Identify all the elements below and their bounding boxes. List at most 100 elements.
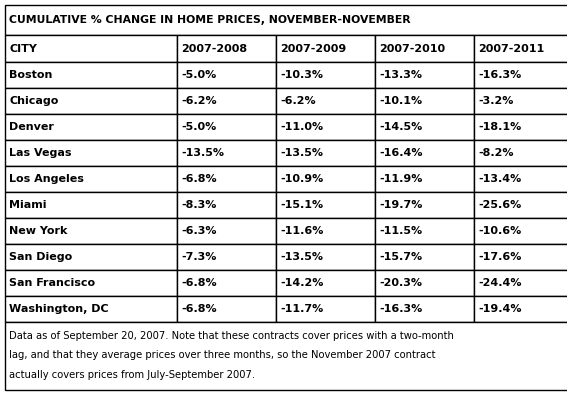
Bar	[375, 270, 474, 296]
Bar	[375, 192, 474, 218]
Bar	[375, 166, 474, 192]
Text: -16.4%: -16.4%	[379, 148, 422, 158]
Bar	[5, 88, 177, 114]
Bar	[177, 166, 276, 192]
Bar	[375, 140, 474, 166]
Bar	[375, 218, 474, 244]
Text: 2007-2008: 2007-2008	[181, 43, 247, 53]
Bar	[474, 166, 567, 192]
Bar	[5, 5, 567, 35]
Text: Miami: Miami	[9, 200, 46, 210]
Bar	[276, 270, 375, 296]
Bar	[474, 62, 567, 88]
Text: -13.3%: -13.3%	[379, 70, 422, 80]
Text: CUMULATIVE % CHANGE IN HOME PRICES, NOVEMBER-NOVEMBER: CUMULATIVE % CHANGE IN HOME PRICES, NOVE…	[9, 15, 411, 25]
Text: -24.4%: -24.4%	[478, 278, 522, 288]
Text: -6.8%: -6.8%	[181, 278, 217, 288]
Text: 2007-2010: 2007-2010	[379, 43, 445, 53]
Text: -15.7%: -15.7%	[379, 252, 422, 262]
Text: -11.9%: -11.9%	[379, 174, 422, 184]
Text: -16.3%: -16.3%	[478, 70, 521, 80]
Bar	[177, 244, 276, 270]
Bar	[177, 218, 276, 244]
Bar	[375, 296, 474, 322]
Text: CITY: CITY	[9, 43, 37, 53]
Text: -8.3%: -8.3%	[181, 200, 217, 210]
Text: San Francisco: San Francisco	[9, 278, 95, 288]
Bar	[5, 192, 177, 218]
Text: -5.0%: -5.0%	[181, 122, 216, 132]
Text: Los Angeles: Los Angeles	[9, 174, 84, 184]
Text: actually covers prices from July-September 2007.: actually covers prices from July-Septemb…	[9, 370, 255, 380]
Text: -14.5%: -14.5%	[379, 122, 422, 132]
Bar	[177, 62, 276, 88]
Text: -6.2%: -6.2%	[280, 96, 316, 106]
Text: -6.8%: -6.8%	[181, 304, 217, 314]
Bar	[5, 62, 177, 88]
Text: 2007-2009: 2007-2009	[280, 43, 346, 53]
Bar	[5, 114, 177, 140]
Text: San Diego: San Diego	[9, 252, 72, 262]
Text: Chicago: Chicago	[9, 96, 58, 106]
Bar	[177, 35, 276, 62]
Bar	[177, 114, 276, 140]
Text: -13.5%: -13.5%	[280, 252, 323, 262]
Text: -10.6%: -10.6%	[478, 226, 521, 236]
Text: -15.1%: -15.1%	[280, 200, 323, 210]
Text: New York: New York	[9, 226, 67, 236]
Bar	[276, 88, 375, 114]
Bar	[276, 296, 375, 322]
Text: -18.1%: -18.1%	[478, 122, 521, 132]
Text: Denver: Denver	[9, 122, 54, 132]
Text: -19.4%: -19.4%	[478, 304, 522, 314]
Bar	[474, 88, 567, 114]
Bar	[375, 88, 474, 114]
Text: -10.9%: -10.9%	[280, 174, 323, 184]
Bar	[375, 114, 474, 140]
Bar	[5, 140, 177, 166]
Text: lag, and that they average prices over three months, so the November 2007 contra: lag, and that they average prices over t…	[9, 350, 435, 360]
Text: -3.2%: -3.2%	[478, 96, 513, 106]
Text: -13.5%: -13.5%	[181, 148, 224, 158]
Text: -10.1%: -10.1%	[379, 96, 422, 106]
Bar	[276, 114, 375, 140]
Text: -5.0%: -5.0%	[181, 70, 216, 80]
Bar	[177, 88, 276, 114]
Bar	[177, 296, 276, 322]
Bar	[5, 218, 177, 244]
Bar	[375, 244, 474, 270]
Text: 2007-2011: 2007-2011	[478, 43, 544, 53]
Text: -11.7%: -11.7%	[280, 304, 323, 314]
Bar	[276, 244, 375, 270]
Text: -10.3%: -10.3%	[280, 70, 323, 80]
Bar	[5, 35, 177, 62]
Bar	[474, 296, 567, 322]
Bar	[177, 192, 276, 218]
Bar	[474, 244, 567, 270]
Bar	[474, 140, 567, 166]
Bar	[5, 296, 177, 322]
Text: Boston: Boston	[9, 70, 52, 80]
Bar	[5, 244, 177, 270]
Text: -11.5%: -11.5%	[379, 226, 422, 236]
Bar	[177, 270, 276, 296]
Text: -13.5%: -13.5%	[280, 148, 323, 158]
Text: -6.3%: -6.3%	[181, 226, 217, 236]
Bar	[474, 114, 567, 140]
Bar	[276, 218, 375, 244]
Text: -25.6%: -25.6%	[478, 200, 521, 210]
Text: -16.3%: -16.3%	[379, 304, 422, 314]
Bar	[276, 192, 375, 218]
Bar	[474, 270, 567, 296]
Text: -6.2%: -6.2%	[181, 96, 217, 106]
Bar	[375, 62, 474, 88]
Text: -8.2%: -8.2%	[478, 148, 514, 158]
Text: -11.0%: -11.0%	[280, 122, 323, 132]
Text: -14.2%: -14.2%	[280, 278, 323, 288]
Bar	[474, 35, 567, 62]
Text: -6.8%: -6.8%	[181, 174, 217, 184]
Bar	[5, 166, 177, 192]
Bar	[177, 140, 276, 166]
Bar	[276, 35, 375, 62]
Bar	[474, 218, 567, 244]
